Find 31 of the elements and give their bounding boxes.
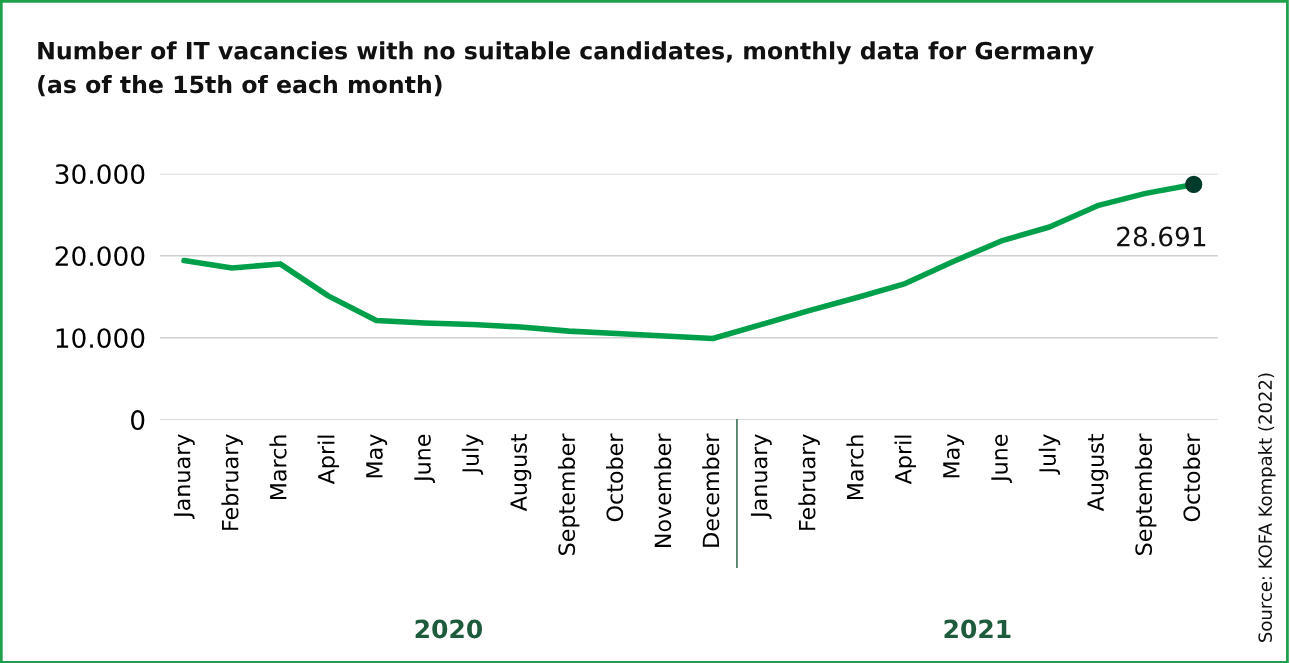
source-note: Source: KOFA Kompakt (2022) — [1258, 373, 1276, 642]
data-label: 28.691 — [1117, 226, 1206, 247]
x-tick-label: May — [943, 434, 965, 478]
y-tick-label: 10.000 — [56, 328, 145, 349]
x-tick-label: September — [1134, 433, 1157, 555]
x-tick-label: May — [366, 434, 388, 478]
x-tick-label: February — [221, 434, 243, 530]
y-tick-label: 20.000 — [55, 246, 145, 267]
x-tick-label: April — [317, 435, 339, 485]
text: 2021 — [944, 619, 1011, 639]
x-tick-label: February — [798, 434, 820, 530]
y-tick-label: 30.000 — [55, 164, 145, 185]
x-tick-label: April — [894, 435, 916, 485]
chart-title: Number of IT vacancies with no suitable candidates, monthly data for Germany (as of the 15th of each month) — [38, 41, 1094, 97]
x-tick-label: November — [654, 433, 672, 547]
text: 2020 — [415, 619, 483, 639]
x-tick-label: August — [1087, 434, 1109, 512]
x-tick-label: December — [702, 433, 720, 547]
x-tick-label: March — [846, 435, 864, 500]
x-tick-label: October — [605, 433, 624, 522]
x-tick-label: October — [1182, 433, 1201, 522]
x-tick-label: June — [414, 434, 435, 484]
x-tick-label: July — [461, 434, 484, 475]
y-tick-label: 0 — [131, 410, 145, 431]
x-tick-label: January — [750, 434, 772, 519]
x-tick-label: September — [557, 433, 580, 555]
x-tick-label: March — [269, 435, 287, 500]
x-tick-label: August — [510, 434, 532, 512]
x-tick-label: June — [991, 434, 1012, 484]
x-tick-label: January — [173, 434, 195, 519]
x-tick-label: July — [1038, 434, 1061, 475]
